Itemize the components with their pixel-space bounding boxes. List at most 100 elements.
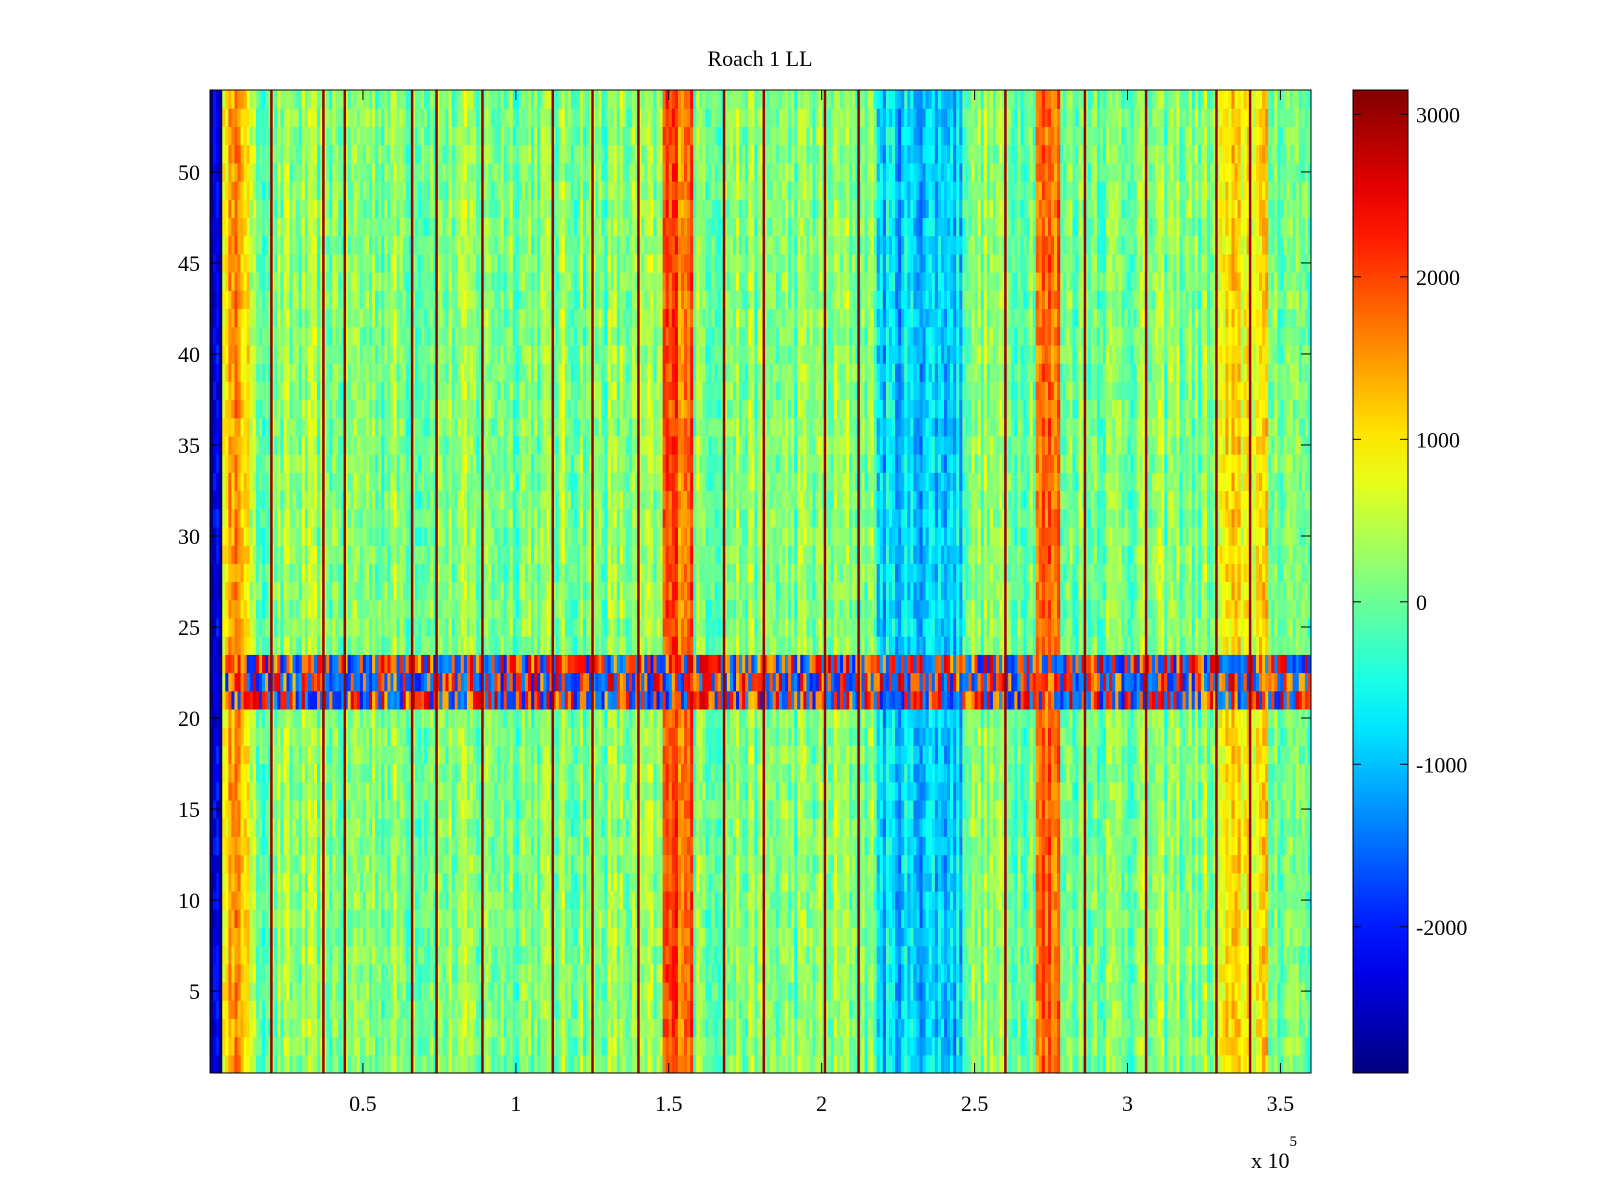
heatmap-cell <box>846 1036 850 1056</box>
heatmap-cell <box>1216 909 1220 928</box>
heatmap-cell <box>873 1036 878 1056</box>
heatmap-cell <box>1044 1036 1049 1056</box>
heatmap-cell <box>659 836 664 856</box>
heatmap-cell <box>635 890 639 910</box>
heatmap-cell <box>1090 963 1095 983</box>
heatmap-cell <box>1286 945 1291 965</box>
heatmap-cell <box>390 963 395 983</box>
heatmap-cell <box>885 872 890 892</box>
heatmap-cell <box>521 1036 526 1056</box>
heatmap-cell <box>372 836 376 856</box>
heatmap-cell <box>895 963 899 983</box>
heatmap-cell <box>1063 890 1067 910</box>
heatmap-cell <box>690 890 694 910</box>
heatmap-cell <box>564 854 569 874</box>
heatmap-cell <box>1072 981 1077 1001</box>
heatmap-cell <box>1035 854 1040 874</box>
heatmap-cell <box>552 945 557 965</box>
heatmap-cell <box>992 872 997 892</box>
heatmap-cell <box>1020 1036 1025 1056</box>
heatmap-cell <box>656 890 661 910</box>
heatmap-cell <box>1130 909 1135 928</box>
heatmap-cell <box>616 1054 621 1073</box>
heatmap-cell <box>846 836 850 856</box>
heatmap-cell <box>1121 872 1126 892</box>
heatmap-cell <box>613 1000 618 1019</box>
heatmap-cell <box>745 1036 749 1056</box>
heatmap-cell <box>668 890 673 910</box>
heatmap-cell <box>558 836 563 856</box>
heatmap-cell <box>421 1054 425 1073</box>
heatmap-cell <box>1188 963 1193 983</box>
heatmap-cell <box>500 1036 505 1056</box>
heatmap-cell <box>503 818 508 837</box>
heatmap-cell <box>304 872 309 892</box>
heatmap-cell <box>246 1018 251 1038</box>
heatmap-cell <box>726 945 731 965</box>
heatmap-cell <box>1103 927 1107 947</box>
heatmap-cell <box>518 872 523 892</box>
heatmap-cell <box>919 1036 924 1056</box>
heatmap-cell <box>950 981 954 1001</box>
heatmap-cell <box>983 1018 988 1038</box>
heatmap-cell <box>1103 872 1107 892</box>
heatmap-cell <box>708 890 713 910</box>
heatmap-cell <box>1237 981 1242 1001</box>
heatmap-cell <box>760 945 765 965</box>
heatmap-cell <box>1118 1018 1122 1038</box>
heatmap-cell <box>265 909 269 928</box>
heatmap-cell <box>518 1018 523 1038</box>
heatmap-cell <box>289 909 294 928</box>
heatmap-cell <box>940 909 945 928</box>
heatmap-cell <box>674 981 679 1001</box>
heatmap-cell <box>216 836 220 856</box>
heatmap-cell <box>265 836 269 856</box>
heatmap-cell <box>885 836 890 856</box>
heatmap-cell <box>1002 836 1006 856</box>
heatmap-cell <box>1191 981 1196 1001</box>
heatmap-cell <box>601 909 606 928</box>
heatmap-cell <box>546 1054 551 1073</box>
heatmap-cell <box>1301 836 1306 856</box>
heatmap-cell <box>1280 872 1285 892</box>
heatmap-cell <box>457 1054 462 1073</box>
heatmap-cell <box>323 945 327 965</box>
heatmap-cell <box>463 981 468 1001</box>
heatmap-cell <box>592 909 596 928</box>
heatmap-cell <box>1063 945 1067 965</box>
heatmap-cell <box>570 963 575 983</box>
heatmap-cell <box>815 1036 820 1056</box>
heatmap-cell <box>622 927 627 947</box>
heatmap-cell <box>907 963 911 983</box>
heatmap-cell <box>717 818 722 837</box>
heatmap-cell <box>959 945 963 965</box>
heatmap-cell <box>687 1054 691 1073</box>
heatmap-cell <box>616 945 621 965</box>
heatmap-cell <box>647 945 651 965</box>
heatmap-cell <box>503 836 508 856</box>
heatmap-cell <box>974 963 979 983</box>
heatmap-cell <box>1090 836 1095 856</box>
heatmap-cell <box>362 836 367 856</box>
heatmap-cell <box>491 981 496 1001</box>
heatmap-cell <box>531 1054 535 1073</box>
heatmap-cell <box>1249 1018 1254 1038</box>
heatmap-cell <box>258 1000 263 1019</box>
heatmap-cell <box>684 1000 688 1019</box>
heatmap-cell <box>249 1000 254 1019</box>
heatmap-cell <box>1054 890 1058 910</box>
heatmap-cell <box>928 1036 933 1056</box>
heatmap-cell <box>1249 1036 1254 1056</box>
heatmap-cell <box>1203 1000 1208 1019</box>
heatmap-cell <box>1182 927 1187 947</box>
heatmap-cell <box>1203 872 1208 892</box>
heatmap-cell <box>824 872 829 892</box>
heatmap-cell <box>794 1000 798 1019</box>
heatmap-cell <box>589 963 593 983</box>
heatmap-cell <box>402 927 407 947</box>
heatmap-cell <box>638 1000 642 1019</box>
heatmap-cell <box>1173 1036 1178 1056</box>
heatmap-cell <box>619 890 624 910</box>
heatmap-cell <box>1164 836 1168 856</box>
heatmap-cell <box>690 945 694 965</box>
